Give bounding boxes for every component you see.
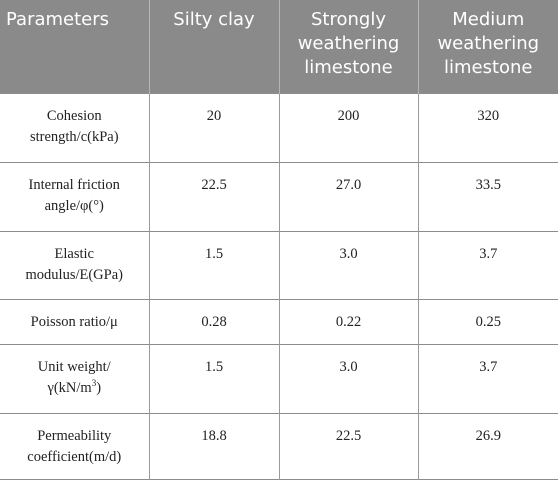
- parameter-name: Unit weight/γ(kN/m3): [0, 344, 149, 413]
- strongly-weathering-value: 3.0: [278, 344, 418, 413]
- parameter-label-tail: ): [96, 379, 102, 396]
- medium-weathering-value: 3.7: [417, 231, 558, 299]
- table-row: Internal friction angle/φ(°) 22.5 27.0 3…: [0, 162, 558, 231]
- parameter-name: Cohesion strength/c(kPa): [0, 93, 149, 162]
- medium-weathering-value: 320: [417, 93, 558, 162]
- strongly-weathering-value: 22.5: [278, 413, 418, 479]
- parameter-label: Unit weight/γ(kN/m3): [12, 357, 137, 399]
- medium-weathering-value: 0.25: [417, 299, 558, 344]
- strongly-weathering-value: 0.22: [278, 299, 418, 344]
- strongly-weathering-value: 27.0: [278, 162, 418, 231]
- parameter-name: Elastic modulus/E(GPa): [0, 231, 149, 299]
- strongly-weathering-value: 3.0: [278, 231, 418, 299]
- table-row: Elastic modulus/E(GPa) 1.5 3.0 3.7: [0, 231, 558, 299]
- parameter-label: Permeability coefficient(m/d): [27, 427, 122, 465]
- header-silty-clay: Silty clay: [148, 0, 279, 93]
- silty-clay-value: 18.8: [148, 413, 279, 479]
- table-row: Permeability coefficient(m/d) 18.8 22.5 …: [0, 413, 558, 479]
- strongly-weathering-value: 200: [278, 93, 418, 162]
- header-parameters: Parameters: [0, 0, 149, 93]
- table-row: Poisson ratio/μ 0.28 0.22 0.25: [0, 299, 558, 344]
- parameter-label: Poisson ratio/μ: [30, 313, 118, 330]
- table-row: Cohesion strength/c(kPa) 20 200 320: [0, 93, 558, 162]
- table-row: Unit weight/γ(kN/m3) 1.5 3.0 3.7: [0, 344, 558, 413]
- parameter-name: Poisson ratio/μ: [0, 299, 149, 344]
- silty-clay-value: 20: [148, 93, 279, 162]
- superscript-3: 3: [91, 377, 97, 388]
- silty-clay-value: 0.28: [148, 299, 279, 344]
- parameter-label: Elastic modulus/E(GPa): [25, 245, 123, 283]
- silty-clay-value: 1.5: [148, 231, 279, 299]
- table-header-row: Parameters Silty clay Strongly weatherin…: [0, 0, 558, 93]
- parameter-label: Internal friction angle/φ(°): [28, 176, 120, 214]
- silty-clay-value: 22.5: [148, 162, 279, 231]
- parameter-label: Cohesion strength/c(kPa): [29, 107, 119, 145]
- parameter-name: Internal friction angle/φ(°): [0, 162, 149, 231]
- medium-weathering-value: 26.9: [417, 413, 558, 479]
- parameter-label-text: Unit weight/γ(kN/m: [37, 358, 111, 396]
- medium-weathering-value: 3.7: [417, 344, 558, 413]
- parameter-name: Permeability coefficient(m/d): [0, 413, 149, 479]
- silty-clay-value: 1.5: [148, 344, 279, 413]
- medium-weathering-value: 33.5: [417, 162, 558, 231]
- header-strongly-weathering-limestone: Strongly weathering limestone: [278, 0, 418, 93]
- header-medium-weathering-limestone: Medium weathering limestone: [417, 0, 558, 93]
